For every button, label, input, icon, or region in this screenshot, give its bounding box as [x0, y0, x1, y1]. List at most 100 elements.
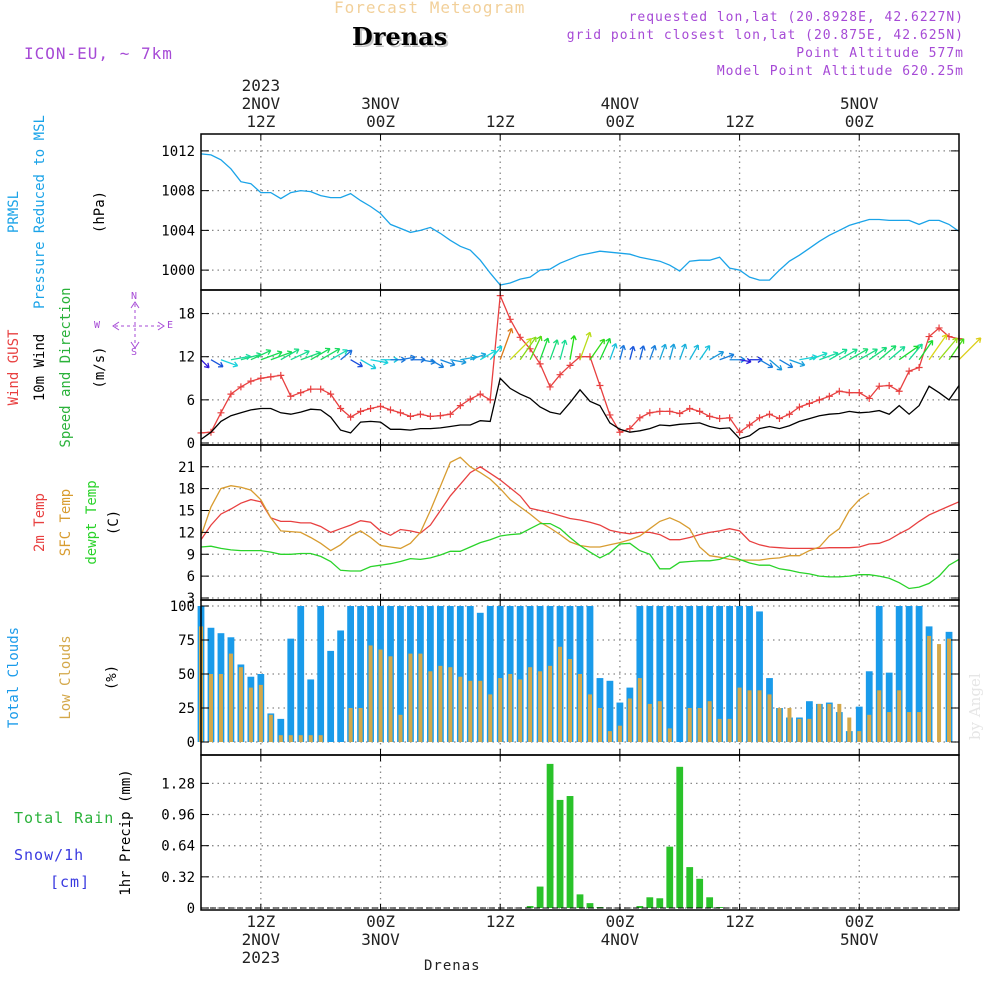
- date-label-line: 12Z: [246, 112, 276, 131]
- y-tick-label: 15: [178, 504, 195, 520]
- rain-bar: [586, 903, 594, 908]
- date-label-line: 3NOV: [361, 94, 400, 113]
- wind-arrow: [220, 359, 239, 368]
- compass-west: W: [94, 320, 101, 331]
- gust-point: [327, 390, 335, 398]
- wind-arrow: [838, 348, 858, 361]
- gust-point: [666, 407, 674, 415]
- rain-bar: [686, 867, 694, 908]
- wind-arrow: [579, 331, 592, 360]
- y-tick-label: 1000: [161, 263, 195, 279]
- date-label-line: 00Z: [366, 112, 395, 131]
- low-cloud-bar: [687, 708, 692, 742]
- total-cloud-bar: [307, 679, 315, 742]
- rain-bar: [566, 796, 574, 908]
- rain-bar: [526, 906, 534, 908]
- low-cloud-bar: [907, 712, 912, 742]
- gust-point: [686, 404, 694, 412]
- rain-bar: [636, 906, 644, 908]
- total-cloud-bar: [855, 706, 863, 742]
- total-cloud-bar: [496, 606, 504, 742]
- low-cloud-bar: [248, 687, 253, 742]
- low-cloud-bar: [438, 665, 443, 742]
- wind-arrow: [918, 339, 934, 361]
- wind-arrow: [310, 347, 331, 361]
- low-cloud-bar: [597, 708, 602, 742]
- wind-arrow: [679, 343, 688, 360]
- wind-arrow: [539, 337, 550, 360]
- total-cloud-bar: [586, 606, 594, 742]
- grid-lines: [201, 134, 959, 910]
- y-tick-label: 1012: [161, 144, 195, 160]
- precip-legend-rain: Total Rain: [14, 809, 115, 827]
- total-cloud-bar: [636, 606, 644, 742]
- total-cloud-bar: [516, 606, 524, 742]
- wind-arrow: [350, 359, 363, 368]
- gust-point: [845, 389, 853, 397]
- wind-arrow: [260, 350, 283, 361]
- gust-point: [736, 428, 744, 436]
- gust-point: [227, 390, 235, 398]
- date-label: 2023 2NOV 12Z: [221, 77, 301, 131]
- gust-point: [337, 404, 345, 412]
- y-tick-label: 1004: [161, 223, 195, 239]
- low-cloud-bar: [418, 653, 423, 742]
- wind-arrow: [689, 344, 700, 361]
- date-label-line: 00Z: [605, 912, 635, 931]
- total-cloud-bar: [726, 606, 733, 742]
- y-tick-label: 0: [187, 436, 195, 452]
- date-label-line: 00Z: [844, 112, 874, 131]
- y-tick-label: 6: [187, 393, 195, 409]
- total-cloud-bar: [397, 606, 404, 742]
- total-cloud-bar: [337, 630, 345, 742]
- low-cloud-bar: [887, 712, 892, 742]
- rain-bar: [676, 766, 684, 908]
- gust-point: [486, 396, 494, 404]
- gust-point: [406, 412, 414, 420]
- low-cloud-bar: [548, 665, 553, 742]
- low-cloud-bar: [488, 694, 493, 742]
- gust-point: [626, 425, 634, 433]
- wind-arrow: [809, 351, 828, 361]
- low-cloud-bar: [767, 694, 772, 742]
- gust-point: [885, 381, 893, 389]
- rain-bar: [556, 799, 564, 908]
- low-cloud-bar: [717, 718, 722, 742]
- total-cloud-bar: [895, 606, 903, 742]
- date-label: 4NOV 00Z: [580, 95, 660, 131]
- gust-point: [905, 367, 913, 375]
- gust-point: [716, 415, 724, 423]
- date-label-line: 12Z: [725, 912, 755, 931]
- date-label: 12Z 2NOV 2023: [221, 913, 301, 967]
- y-tick-label: 25: [178, 701, 195, 717]
- gust-point: [456, 402, 464, 410]
- low-cloud-bar: [817, 703, 822, 742]
- rain-bar: [646, 897, 654, 908]
- rain-bar: [576, 894, 584, 908]
- y-tick-label: 1008: [161, 184, 195, 200]
- wind-arrow: [460, 354, 478, 361]
- low-cloud-bar: [538, 671, 543, 742]
- wind-arrow: [719, 352, 735, 361]
- wind-arrow: [519, 336, 537, 361]
- wind-arrow: [589, 338, 606, 361]
- rain-bar: [706, 897, 714, 908]
- total-cloud-bar: [297, 606, 305, 742]
- low-cloud-bar: [428, 671, 433, 742]
- date-label: 12Z: [460, 113, 540, 131]
- gust-point: [416, 410, 424, 418]
- low-cloud-bar: [807, 718, 812, 742]
- wind-arrow: [290, 349, 310, 361]
- date-label: 3NOV 00Z: [341, 95, 421, 131]
- gust-point: [546, 383, 554, 391]
- y-tick-label: 3: [187, 591, 195, 607]
- total-cloud-bar: [646, 606, 654, 742]
- total-cloud-bar: [865, 671, 873, 742]
- gust-point: [476, 390, 484, 398]
- gust-point: [855, 389, 863, 397]
- date-label-line: 12Z: [246, 912, 276, 931]
- total-cloud-bar: [317, 606, 325, 742]
- gust-point: [436, 412, 444, 420]
- low-cloud-bar: [498, 678, 503, 742]
- wind-arrow: [639, 345, 646, 360]
